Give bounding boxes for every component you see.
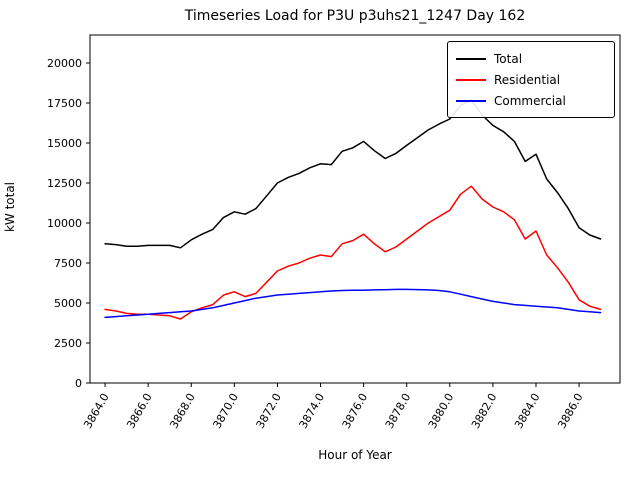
legend: Total Residential Commercial xyxy=(447,41,615,118)
y-tick-label: 12500 xyxy=(47,177,82,190)
y-axis-label: kW total xyxy=(3,181,17,233)
legend-item-residential: Residential xyxy=(456,69,606,90)
residential-line-sample xyxy=(456,78,486,81)
y-tick-label: 15000 xyxy=(47,137,82,150)
legend-label-residential: Residential xyxy=(494,72,561,87)
y-tick-label: 0 xyxy=(75,377,82,390)
y-tick-label: 7500 xyxy=(54,257,82,270)
x-tick-label: 3878.0 xyxy=(383,391,414,431)
commercial-line xyxy=(104,288,602,319)
x-tick-label: 3864.0 xyxy=(81,391,112,431)
legend-item-commercial: Commercial xyxy=(456,90,606,111)
x-tick-label: 3870.0 xyxy=(210,391,241,431)
x-tick-label: 3886.0 xyxy=(555,391,586,431)
y-tick-label: 5000 xyxy=(54,297,82,310)
commercial-line-sample xyxy=(456,99,486,102)
x-tick-label: 3876.0 xyxy=(340,391,371,431)
x-tick-label: 3866.0 xyxy=(124,391,155,431)
residential-line xyxy=(104,185,602,320)
plot-frame xyxy=(89,34,621,384)
x-tick-label: 3872.0 xyxy=(254,391,285,431)
total-line-sample xyxy=(456,57,486,60)
y-tick-label: 2500 xyxy=(54,337,82,350)
y-tick-label: 20000 xyxy=(47,57,82,70)
x-tick-label: 3882.0 xyxy=(469,391,500,431)
chart-title: Timeseries Load for P3U p3uhs21_1247 Day… xyxy=(184,8,526,24)
legend-item-total: Total xyxy=(456,48,606,69)
x-tick-label: 3868.0 xyxy=(167,391,198,431)
y-tick-label: 10000 xyxy=(47,217,82,230)
x-axis-label: Hour of Year xyxy=(318,448,392,462)
x-tick-label: 3880.0 xyxy=(426,391,457,431)
legend-label-total: Total xyxy=(494,51,523,66)
legend-label-commercial: Commercial xyxy=(494,93,566,108)
y-tick-label: 17500 xyxy=(47,97,82,110)
x-tick-label: 3884.0 xyxy=(512,391,543,431)
x-tick-label: 3874.0 xyxy=(297,391,328,431)
total-line xyxy=(104,99,602,249)
